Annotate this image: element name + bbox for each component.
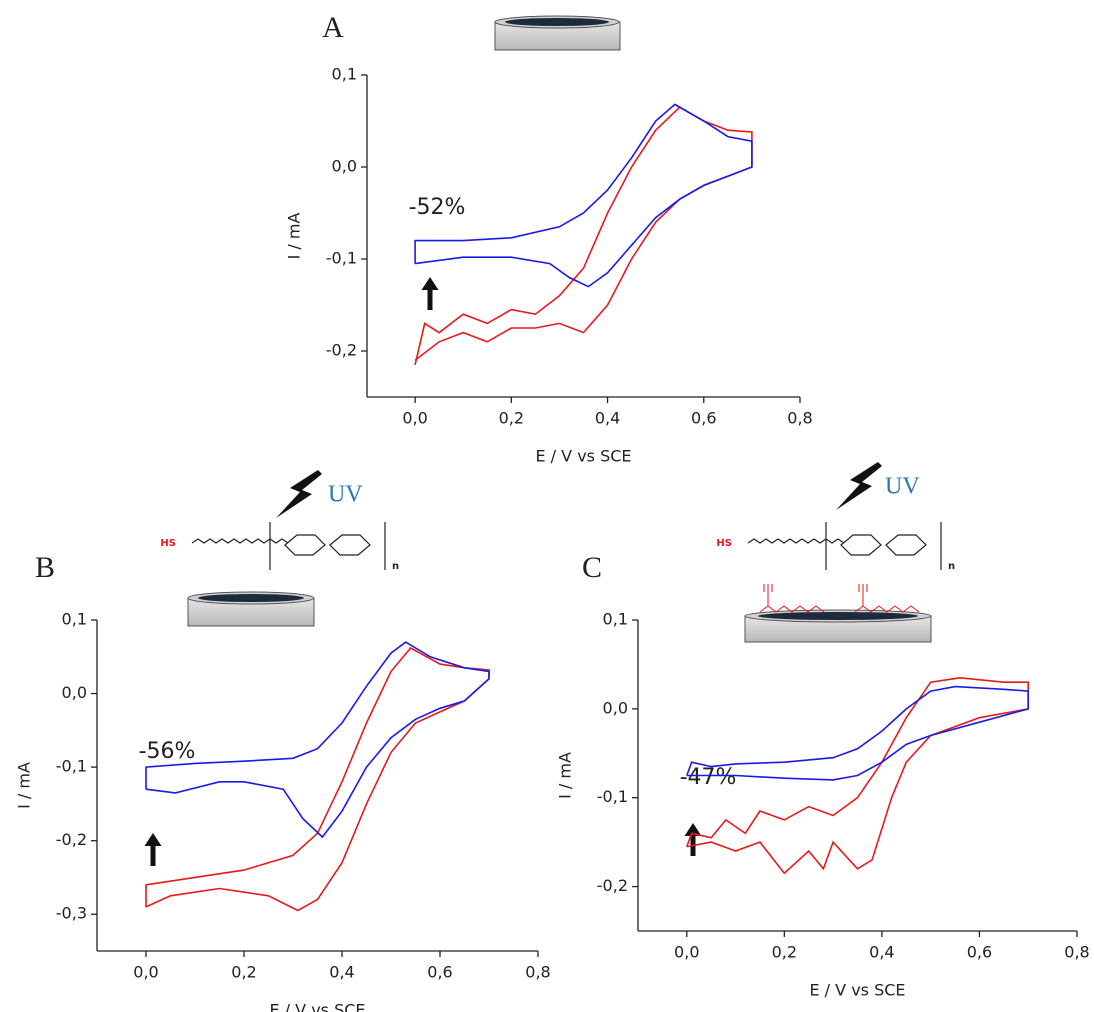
cv-curve <box>145 646 490 912</box>
structure-label: HS <box>160 538 176 549</box>
uv-bolt <box>276 470 322 518</box>
uv-bolt <box>836 462 882 510</box>
y-tick-label: 0,1 <box>62 610 87 629</box>
arrow <box>421 277 439 310</box>
panel-label: C <box>582 551 602 584</box>
cv-curve <box>686 685 1029 781</box>
structure-label: n <box>948 561 955 572</box>
y-tick-label: -0,2 <box>326 341 357 360</box>
structure <box>191 522 942 570</box>
structure-label: HS <box>716 538 732 549</box>
electrode <box>744 584 932 643</box>
x-tick-label: 0,8 <box>787 409 812 428</box>
panel-label: B <box>35 551 55 584</box>
y-tick-label: 0,0 <box>603 698 628 717</box>
electrode <box>494 15 621 51</box>
y-tick-label: -0,1 <box>326 249 357 268</box>
x-tick-label: 0,4 <box>869 943 894 962</box>
uv-label: UV <box>328 482 363 508</box>
arrow <box>684 823 702 856</box>
y-tick-label: 0,1 <box>603 610 628 629</box>
y-tick-label: -0,2 <box>56 830 87 849</box>
annotation: -52% <box>409 195 466 220</box>
y-tick-label: -0,1 <box>597 787 628 806</box>
x-tick-label: 0,6 <box>427 963 452 982</box>
y-tick-label: 0,1 <box>332 65 357 84</box>
cv-curve <box>414 106 753 365</box>
y-tick-label: -0,3 <box>56 904 87 923</box>
x-axis-label: E / V vs SCE <box>269 1001 365 1012</box>
cv-curve <box>145 641 490 839</box>
x-tick-label: 0,6 <box>967 943 992 962</box>
x-tick-label: 0,2 <box>772 943 797 962</box>
cv-curve <box>414 103 753 288</box>
cv-curve <box>686 676 1029 875</box>
y-tick-label: -0,2 <box>597 876 628 895</box>
annotation: -56% <box>139 739 196 764</box>
x-tick-label: 0,4 <box>595 409 620 428</box>
y-tick-label: 0,0 <box>62 683 87 702</box>
x-tick-label: 0,0 <box>402 409 427 428</box>
x-tick-label: 0,2 <box>231 963 256 982</box>
x-axis-label: E / V vs SCE <box>535 447 631 466</box>
panel-label: A <box>322 11 344 44</box>
structure-label: n <box>392 561 399 572</box>
x-tick-label: 0,8 <box>525 963 550 982</box>
x-tick-label: 0,6 <box>691 409 716 428</box>
electrode <box>187 591 315 627</box>
y-tick-label: -0,1 <box>56 757 87 776</box>
x-axis-label: E / V vs SCE <box>809 981 905 1000</box>
arrow <box>144 833 162 866</box>
annotation: -47% <box>680 765 737 790</box>
x-tick-label: 0,2 <box>499 409 524 428</box>
uv-label: UV <box>885 474 920 500</box>
y-tick-label: 0,0 <box>332 157 357 176</box>
x-tick-label: 0,0 <box>133 963 158 982</box>
y-axis-label: I / mA <box>285 213 304 260</box>
y-axis-label: I / mA <box>15 762 34 809</box>
x-tick-label: 0,0 <box>674 943 699 962</box>
y-axis-label: I / mA <box>556 752 575 799</box>
x-tick-label: 0,4 <box>329 963 354 982</box>
x-tick-label: 0,8 <box>1064 943 1089 962</box>
